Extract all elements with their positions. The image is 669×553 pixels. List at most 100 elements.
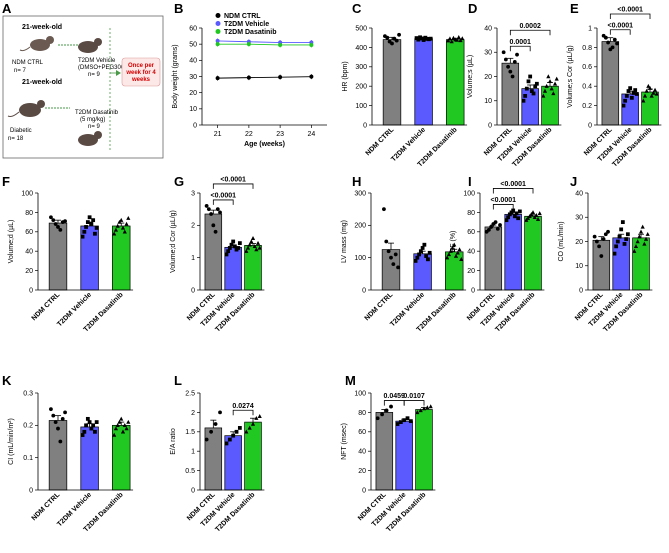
data-point-C — [447, 36, 453, 41]
bar-F-0 — [48, 222, 68, 291]
data-point-G — [218, 210, 222, 215]
data-point-K — [51, 413, 56, 418]
data-point-D — [542, 88, 548, 93]
data-point-K — [117, 419, 122, 424]
data-point-J — [620, 220, 625, 224]
y-tick-label-G: 1 — [191, 255, 195, 262]
panel-label-J: J — [570, 174, 577, 189]
y-tick-label-L: 1.5 — [185, 429, 195, 436]
data-point-D — [508, 69, 513, 74]
panel-label-F: F — [2, 174, 10, 189]
data-point-J — [612, 251, 617, 256]
data-point-L — [244, 429, 249, 434]
y-tick-label-H: 0 — [362, 287, 366, 294]
data-point-J — [601, 237, 606, 241]
data-point-F — [119, 217, 124, 222]
data-point-L — [250, 421, 256, 426]
data-point-H — [457, 247, 462, 252]
bar-M-0 — [375, 412, 394, 491]
data-point-L — [218, 410, 222, 415]
data-point-J — [619, 227, 624, 232]
data-point-K — [58, 439, 63, 444]
data-point-F — [80, 234, 85, 239]
data-point-G — [224, 252, 229, 257]
data-point-G — [254, 247, 259, 252]
dasatinib-title: T2DM Dasatinib — [75, 110, 119, 116]
data-point-K — [124, 426, 129, 431]
bar-I-1 — [504, 213, 522, 291]
category-label-D-2: T2DM Dasatinib — [511, 126, 553, 168]
data-point-E — [634, 92, 639, 96]
data-point-M — [389, 404, 393, 409]
data-point-F — [53, 222, 58, 226]
bar-C-0 — [382, 39, 402, 126]
series-point-B-2 — [278, 42, 283, 47]
data-point-J — [640, 224, 645, 229]
data-point-L — [237, 426, 242, 430]
category-label-C-0: NDM CTRL — [365, 126, 396, 157]
data-point-F — [89, 222, 94, 226]
data-point-G — [229, 242, 234, 247]
dasatinib-mouse-icon — [78, 131, 102, 146]
data-point-J — [638, 229, 644, 234]
bar-E-0 — [601, 41, 620, 126]
callout-line1: Once per — [128, 63, 155, 69]
sig-bracket-E — [609, 13, 651, 19]
data-point-M — [384, 408, 389, 413]
y-tick-label-M: 100 — [354, 390, 366, 397]
y-axis-title-K: CI (mL/min/m²) — [8, 418, 15, 465]
data-point-G — [247, 242, 252, 247]
data-point-J — [606, 229, 610, 234]
y-axis-title-E: Volume;s Cor (µL/g) — [567, 45, 574, 107]
data-point-J — [645, 231, 650, 236]
y-tick-label-H: 300 — [354, 190, 366, 197]
data-point-G — [257, 245, 262, 250]
bar-J-0 — [592, 239, 611, 291]
y-tick-label-F: 20 — [25, 268, 33, 275]
data-point-F — [120, 225, 126, 230]
data-point-F — [94, 226, 99, 230]
data-point-M — [425, 405, 430, 410]
y-tick-label-E: 0.8 — [582, 45, 592, 52]
data-point-H — [393, 252, 398, 257]
data-point-J — [614, 244, 619, 249]
series-line-B-2 — [217, 43, 312, 46]
y-tick-label-C: 200 — [355, 84, 367, 91]
data-point-H — [413, 259, 418, 263]
y-tick-label-B: 20 — [189, 90, 197, 97]
data-point-K — [93, 429, 97, 434]
panel-label-D: D — [468, 1, 477, 16]
sig-bracket-I — [492, 188, 534, 194]
callout-arrowhead — [116, 70, 121, 76]
diabetic-n: n= 18 — [8, 136, 24, 142]
data-point-G — [209, 212, 213, 216]
data-point-I — [493, 220, 498, 225]
sig-label-G: <0.0001 — [220, 176, 246, 183]
y-tick-label-C: 300 — [355, 64, 367, 71]
dasatinib-n: n= 9 — [88, 124, 101, 130]
panel-label-M: M — [345, 373, 356, 388]
y-tick-label-L: 1 — [191, 449, 195, 456]
sig-label-G: <0.0001 — [211, 192, 237, 199]
data-point-J — [625, 232, 630, 237]
data-point-I — [507, 212, 512, 217]
data-point-E — [621, 103, 626, 108]
data-point-H — [427, 250, 432, 255]
y-axis-title-J: CO (mL/min) — [558, 221, 565, 261]
data-point-K — [120, 429, 126, 434]
data-point-D — [524, 86, 529, 91]
data-point-K — [126, 419, 131, 424]
data-point-J — [622, 242, 627, 246]
legend-label-B-0: NDM CTRL — [224, 13, 261, 20]
y-tick-label-I: 100 — [463, 190, 475, 197]
schematic-border — [2, 15, 164, 159]
data-point-J — [594, 239, 599, 244]
data-point-K — [84, 423, 88, 428]
data-point-G — [237, 241, 242, 246]
category-label-H-0: NDM CTRL — [364, 291, 395, 322]
